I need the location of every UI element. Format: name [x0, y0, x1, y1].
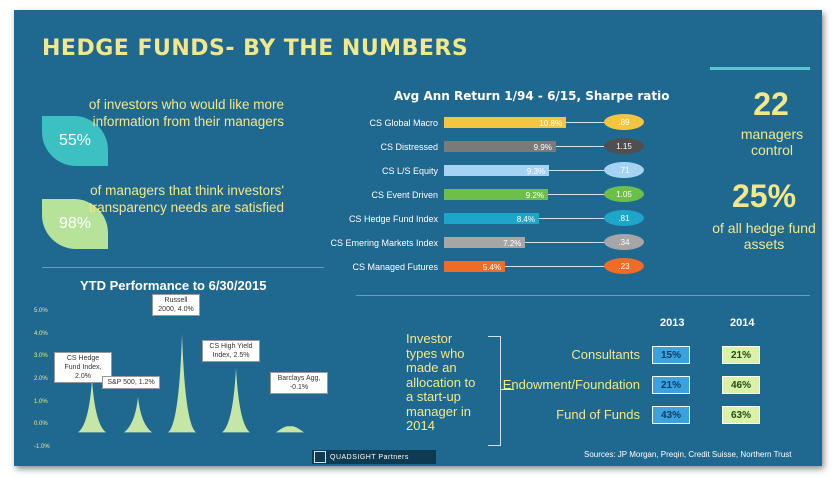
sharpe-connector	[525, 242, 604, 243]
returns-chart-title: Avg Ann Return 1/94 - 6/15, Sharpe ratio	[394, 89, 670, 103]
bar	[444, 141, 556, 152]
y-tick-label: 1.0%	[34, 398, 48, 405]
sharpe-ratio: 1.15	[604, 138, 644, 154]
investor-row-label: Consultants	[571, 347, 640, 362]
bar-label: CS L/S Equity	[381, 166, 438, 176]
value-2014: 46%	[722, 376, 760, 394]
stat-leaf-98: 98%	[42, 199, 108, 249]
stat-text-investors: of investors who would like more informa…	[88, 97, 284, 129]
ytd-spike	[168, 333, 196, 433]
bracket-tip	[500, 389, 514, 390]
sharpe-connector	[505, 266, 604, 267]
value-2013: 43%	[652, 406, 690, 424]
bracket	[488, 336, 501, 446]
investor-types-text: Investor types who made an allocation to…	[406, 331, 476, 433]
divider-bottom-right	[356, 295, 810, 296]
ytd-spike	[78, 379, 106, 433]
value-2014: 63%	[722, 406, 760, 424]
y-tick-label: 5.0%	[34, 308, 48, 314]
sources-text: Sources: JP Morgan, Preqin, Credit Suiss…	[584, 450, 792, 459]
bar-value-label: 9.3%	[526, 167, 546, 176]
stat-leaf-55: 55%	[42, 116, 108, 166]
ytd-chart-title: YTD Performance to 6/30/2015	[80, 278, 267, 293]
sharpe-ratio: .81	[604, 210, 644, 226]
bar-value-label: 8.4%	[516, 215, 535, 224]
bar-label: CS Emering Markets Index	[330, 238, 438, 248]
bar-label: CS Event Driven	[371, 190, 438, 200]
y-tick-label: 2.0%	[34, 376, 48, 382]
sharpe-connector	[549, 170, 604, 171]
bar-label: CS Distressed	[380, 142, 438, 152]
sharpe-ratio: .23	[604, 258, 644, 274]
sharpe-connector	[538, 218, 604, 219]
stat-text-managers: of managers that think investors' transp…	[88, 183, 284, 215]
investor-row-label: Endowment/Foundation	[502, 377, 640, 392]
bar-value-label: 9.2%	[525, 191, 544, 200]
logo-square-icon	[314, 451, 326, 463]
bar-value-label: 7.2%	[503, 239, 522, 248]
ytd-spikes	[78, 333, 304, 433]
year-2014: 2014	[730, 317, 755, 329]
bar-value-label: 9.9%	[533, 143, 552, 152]
ytd-spike	[276, 426, 304, 433]
bar-value-label: 10.8%	[539, 119, 563, 128]
bar	[444, 189, 548, 200]
stat-25-value: 25%	[731, 178, 797, 214]
bar-value-label: 5.4%	[482, 263, 502, 272]
value-2013: 15%	[652, 346, 690, 364]
accent-line	[710, 67, 810, 70]
page-title: HEDGE FUNDS- BY THE NUMBERS	[42, 36, 469, 61]
sharpe-ratio: .71	[604, 162, 644, 178]
bar	[444, 261, 506, 272]
ytd-callout: Russell 2000, 4.0%	[152, 294, 200, 316]
ytd-callout: Barclays Agg, -0.1%	[270, 372, 328, 394]
ytd-spike	[124, 397, 152, 433]
y-tick-label: 3.0%	[34, 353, 48, 360]
bar	[444, 213, 539, 224]
y-tick-label: 4.0%	[34, 330, 48, 337]
ytd-callout: S&P 500, 1.2%	[102, 376, 160, 389]
y-tick-label: 0.0%	[34, 421, 48, 428]
ytd-spike	[222, 367, 250, 433]
stat-22-value: 22	[753, 86, 789, 122]
sharpe-ratio: 1.05	[604, 186, 644, 202]
quadsight-logo: QUADSIGHT Partners	[312, 450, 436, 464]
year-2013: 2013	[660, 317, 685, 329]
infographic-card: HEDGE FUNDS- BY THE NUMBERS 55% of inves…	[14, 10, 822, 466]
bar-label: CS Managed Futures	[352, 262, 438, 272]
stat-25-text: of all hedge fund assets	[712, 220, 816, 252]
sharpe-connector	[566, 122, 604, 123]
stat-22-text: managers control	[740, 126, 804, 158]
bar	[444, 165, 550, 176]
sharpe-ratio: .34	[604, 234, 644, 250]
value-2014: 21%	[722, 346, 760, 364]
ytd-callout: CS High Yield Index, 2.5%	[202, 340, 260, 362]
bar-label: CS Hedge Fund Index	[348, 214, 438, 224]
divider-left	[42, 267, 324, 268]
bar-label: CS Global Macro	[369, 118, 438, 128]
y-tick-label: -1.0%	[34, 444, 50, 450]
bar	[444, 117, 567, 128]
investor-row-label: Fund of Funds	[556, 407, 640, 422]
sharpe-ratio: .89	[604, 114, 644, 130]
sharpe-connector	[555, 146, 604, 147]
bar	[444, 237, 526, 248]
value-2013: 21%	[652, 376, 690, 394]
logo-text: QUADSIGHT Partners	[330, 453, 409, 461]
sharpe-connector	[548, 194, 604, 195]
